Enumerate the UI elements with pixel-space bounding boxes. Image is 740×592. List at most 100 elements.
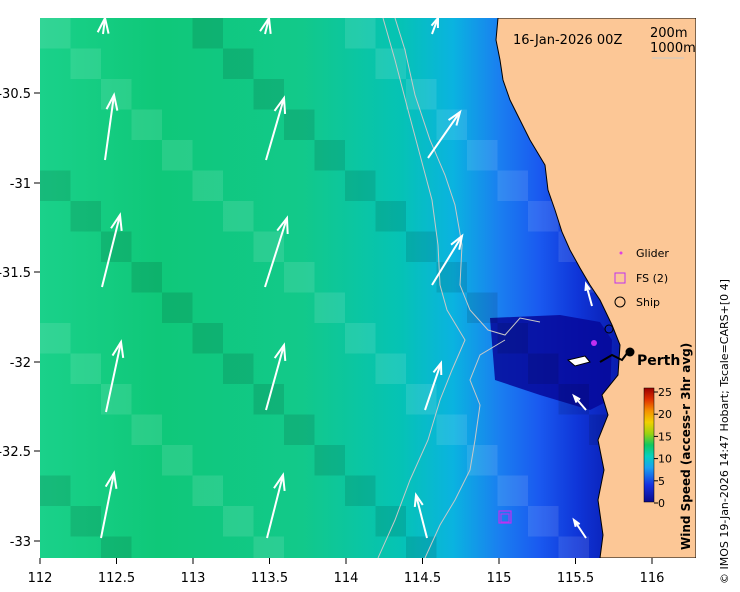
wind-arrow: [105, 339, 125, 413]
wind-arrow: [266, 472, 286, 539]
wind-arrow: [427, 109, 462, 159]
pixel-block: [131, 414, 162, 445]
pixel-block: [131, 109, 162, 140]
pixel-block: [40, 475, 71, 506]
contour-200m: [394, 18, 541, 558]
pixel-block: [375, 48, 406, 79]
pixel-block: [497, 170, 528, 201]
wind-arrow: [431, 233, 464, 286]
pixel-block: [406, 231, 437, 262]
y-tick-label: -30.5: [0, 87, 31, 102]
map-title: 16-Jan-2026 00Z: [513, 33, 622, 48]
pixel-block: [375, 506, 406, 537]
pixel-block: [558, 384, 589, 415]
wind-arrow: [100, 470, 118, 539]
pixel-block: [70, 201, 101, 232]
colorbar-label: Wind Speed (access-r 3hr avg): [679, 343, 693, 550]
pixel-block: [467, 140, 498, 171]
y-tick-label: -32.5: [0, 445, 31, 460]
pixel-block: [375, 353, 406, 384]
fs-site-2: [500, 513, 510, 523]
colorbar-tick-label: 25: [658, 386, 672, 399]
glider-marker-icon: [619, 251, 623, 255]
pixel-block: [345, 323, 376, 354]
wind-arrow: [430, 18, 440, 35]
pixel-block: [192, 323, 223, 354]
wind-arrow: [265, 342, 287, 411]
y-axis: -30.5 -31 -31.5 -32 -32.5 -33: [0, 87, 40, 550]
pixel-block: [528, 506, 559, 537]
pixel-block: [223, 506, 254, 537]
pixel-block: [192, 18, 223, 49]
ship-marker-icon: [614, 296, 626, 308]
wind-arrow: [572, 517, 587, 539]
x-tick-label: 113.5: [251, 571, 288, 586]
pixel-block: [375, 201, 406, 232]
x-tick-label: 116: [640, 571, 665, 586]
pixel-block: [253, 231, 284, 262]
pixel-block: [436, 414, 467, 445]
city-label: Perth: [637, 353, 680, 369]
legend-ship: Ship: [636, 296, 660, 309]
wind-arrows: [96, 18, 593, 539]
pixel-block: [40, 170, 71, 201]
x-tick-label: 114.5: [404, 571, 441, 586]
legend-glider: Glider: [636, 247, 669, 260]
pixel-block: [40, 323, 71, 354]
pixel-block: [284, 262, 315, 293]
pixel-block: [70, 506, 101, 537]
low-wind-patch: [490, 315, 612, 410]
wind-arrow: [424, 360, 443, 411]
colorbar-tick-label: 20: [658, 408, 672, 421]
colorbar-tick-label: 0: [658, 497, 665, 510]
rottnest-island: [566, 355, 591, 367]
wind-arrow: [101, 212, 123, 288]
pixel-block: [406, 536, 437, 558]
pixel-block: [497, 475, 528, 506]
pixel-block: [436, 262, 467, 293]
colorbar-tick-label: 15: [658, 430, 672, 443]
y-tick-label: -33: [10, 535, 31, 550]
x-tick-label: 114: [334, 571, 359, 586]
pixel-block: [162, 140, 193, 171]
contour-1000m: [377, 18, 466, 558]
pixel-block: [162, 445, 193, 476]
pixel-block: [192, 475, 223, 506]
fs-marker-icon: [614, 272, 626, 284]
pixel-block: [284, 414, 315, 445]
perth-city-icon: [625, 347, 635, 357]
colorbar-tick-label: 5: [658, 475, 665, 488]
pixel-block: [467, 292, 498, 323]
colorbar: [643, 387, 655, 503]
wind-arrow: [584, 281, 593, 307]
pixel-block: [101, 231, 132, 262]
wind-arrow: [265, 95, 287, 161]
wind-arrow: [264, 215, 289, 288]
y-tick-label: -31: [10, 177, 31, 192]
pixel-block: [223, 353, 254, 384]
wind-arrow: [96, 18, 110, 35]
pixel-block: [314, 140, 345, 171]
pixel-block: [406, 79, 437, 110]
pixel-block: [345, 170, 376, 201]
pixel-block: [162, 292, 193, 323]
swan-river: [599, 351, 629, 363]
scale-label-bottom: 1000m: [650, 41, 696, 56]
x-axis: 112 112.5 113 113.5 114 114.5 115 115.5 116: [28, 558, 665, 586]
wind-arrow: [104, 92, 119, 161]
pixel-block: [40, 18, 71, 49]
colorbar-tick-label: 10: [658, 453, 672, 466]
pixel-block: [223, 201, 254, 232]
scale-label-top: 200m: [650, 26, 687, 41]
x-tick-label: 113: [181, 571, 206, 586]
pixel-block: [314, 292, 345, 323]
x-tick-label: 112.5: [98, 571, 135, 586]
pixel-block: [284, 109, 315, 140]
y-tick-label: -32: [10, 356, 31, 371]
wind-arrow: [572, 393, 587, 411]
pixel-block: [70, 48, 101, 79]
fs-site-1: [498, 510, 512, 524]
wind-arrow: [413, 492, 428, 539]
legend-fs: FS (2): [636, 272, 668, 285]
